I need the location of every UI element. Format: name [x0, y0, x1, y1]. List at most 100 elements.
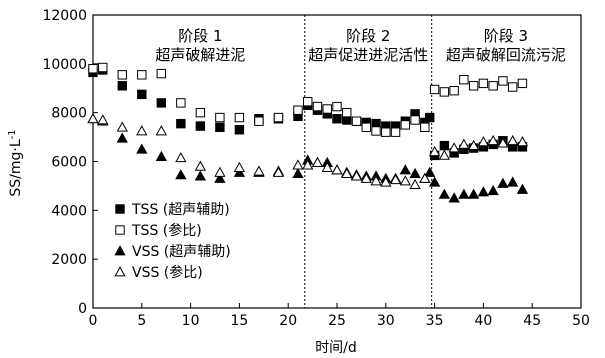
data-point — [381, 127, 391, 137]
data-point — [459, 75, 469, 85]
data-point — [468, 81, 479, 91]
data-point — [400, 120, 411, 130]
data-point — [156, 68, 167, 79]
data-point — [116, 121, 128, 132]
x-tick-label: 25 — [328, 313, 346, 329]
data-point — [410, 115, 420, 125]
legend-marker — [115, 204, 125, 214]
data-point — [234, 125, 245, 135]
data-point — [194, 160, 207, 171]
legend-item: VSS (超声辅助) — [114, 244, 231, 260]
data-point — [312, 101, 323, 112]
x-tick-label: 20 — [279, 313, 297, 329]
data-point — [116, 132, 128, 143]
data-point — [390, 127, 401, 137]
stage-title: 阶段 2 — [346, 27, 390, 45]
y-axis-title-superscript: -1 — [7, 129, 18, 139]
data-point — [215, 122, 225, 133]
data-point — [214, 172, 226, 183]
data-point — [195, 121, 206, 131]
data-point — [439, 140, 450, 151]
data-point — [322, 104, 332, 114]
data-point — [137, 89, 147, 100]
data-point — [409, 167, 421, 179]
plot-area: 0 5 10 15 20 25 30 35 40 45 50 0 2000 4000 6000 8000 100… — [42, 8, 589, 329]
data-point — [97, 114, 109, 125]
data-point — [273, 112, 284, 123]
data-point — [87, 112, 99, 124]
y-tick-label: 0 — [78, 301, 87, 317]
data-point — [507, 82, 518, 92]
x-tick-label: 0 — [89, 313, 98, 329]
data-point — [311, 156, 324, 168]
data-point — [360, 172, 372, 183]
stage-title: 阶段 1 — [178, 27, 222, 45]
y-tick-label: 2000 — [51, 252, 87, 268]
data-point — [302, 159, 314, 170]
data-point — [448, 192, 460, 203]
data-point — [253, 165, 265, 176]
legend-label: VSS (参比) — [132, 264, 203, 281]
y-axis-title: SS/mg·L-1 — [7, 129, 25, 196]
data-point — [155, 150, 167, 161]
series-4 — [87, 112, 529, 190]
data-point — [497, 177, 509, 188]
data-point — [195, 107, 206, 118]
data-point — [477, 186, 490, 197]
data-point — [98, 62, 108, 73]
data-point — [175, 152, 187, 163]
x-tick-label: 50 — [572, 313, 590, 329]
data-point — [507, 176, 519, 187]
data-point — [507, 134, 519, 146]
stage-subtitle: 超声促进进泥活性 — [308, 46, 428, 64]
x-tick-label: 5 — [137, 313, 146, 329]
data-point — [498, 76, 508, 86]
stage-title: 阶段 3 — [484, 27, 528, 45]
data-point — [458, 188, 470, 199]
data-point — [516, 183, 529, 194]
data-point — [156, 98, 167, 108]
stage-subtitle: 超声破解回流污泥 — [446, 46, 566, 64]
data-point — [448, 142, 460, 153]
data-point — [380, 176, 392, 187]
data-point — [516, 136, 529, 147]
series-2 — [88, 62, 528, 137]
data-point — [497, 137, 509, 148]
data-point — [428, 145, 441, 157]
x-axis-title: 时间/d — [315, 340, 357, 356]
series-3 — [87, 112, 529, 203]
data-point — [449, 85, 459, 96]
data-point — [399, 175, 411, 186]
stage-subtitle: 超声破解进泥 — [155, 46, 245, 64]
data-point — [117, 81, 127, 91]
x-tick-label: 15 — [230, 313, 248, 329]
data-point — [467, 139, 480, 150]
legend-label: VSS (超声辅助) — [132, 244, 231, 260]
data-point — [332, 114, 342, 124]
legend-label: TSS (参比) — [131, 222, 202, 239]
data-point — [424, 166, 436, 177]
data-point — [342, 107, 352, 118]
data-point — [439, 87, 450, 97]
data-point — [487, 134, 499, 146]
y-tick-label: 8000 — [51, 106, 87, 122]
legend-item: VSS (参比) — [114, 264, 203, 281]
data-point — [488, 81, 498, 91]
data-point — [234, 112, 245, 123]
y-tick-label: 4000 — [51, 203, 87, 219]
data-point — [371, 126, 381, 136]
data-point — [478, 78, 489, 89]
data-point — [292, 167, 304, 179]
data-point — [214, 166, 226, 177]
data-point — [428, 176, 441, 187]
legend-item: TSS (参比) — [115, 222, 202, 239]
data-point — [254, 116, 264, 126]
data-point — [321, 161, 333, 172]
x-tick-label: 35 — [426, 313, 444, 329]
data-point — [370, 175, 382, 186]
data-point — [419, 172, 431, 183]
data-point — [351, 116, 362, 126]
data-point — [176, 118, 186, 129]
data-point — [458, 138, 470, 149]
